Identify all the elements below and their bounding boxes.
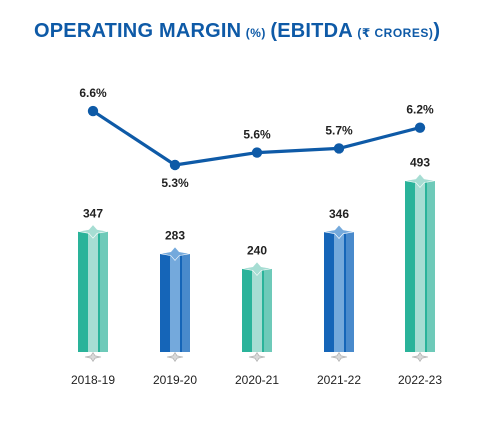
bar-side	[100, 231, 108, 352]
bar-base-star	[330, 352, 348, 362]
margin-line: 6.6% 5.3% 5.6% 5.7% 6.2%	[79, 86, 434, 190]
bar-value-label: 347	[83, 206, 103, 220]
x-tick-label: 2022-23	[398, 373, 442, 387]
bar-cap	[77, 224, 109, 239]
bar-highlight	[170, 253, 180, 352]
x-tick-label: 2019-20	[153, 373, 197, 387]
bar-side	[264, 268, 272, 352]
margin-label-2019-20: 5.3%	[161, 176, 189, 190]
bar-value-label: 493	[410, 156, 430, 170]
title-second-unit: (₹ CRORES)	[357, 26, 434, 40]
bar-base-star	[411, 352, 429, 362]
title-main: OPERATING MARGIN	[34, 20, 242, 42]
bar-base-star	[166, 352, 184, 362]
bar-value-label: 240	[247, 244, 267, 258]
x-tick-label: 2021-22	[317, 373, 361, 387]
bar-cap	[404, 173, 436, 188]
bar-cap	[241, 261, 273, 276]
margin-label-2021-22: 5.7%	[325, 123, 353, 137]
bar-cap	[323, 224, 355, 239]
margin-point-2020-21	[251, 147, 263, 158]
margin-point-2021-22	[333, 143, 345, 154]
bar-cap	[159, 246, 191, 261]
bar-value-label: 346	[329, 207, 349, 221]
bar-2018-19: 347	[77, 206, 109, 362]
x-tick-label: 2020-21	[235, 373, 279, 387]
margin-label-2018-19: 6.6%	[79, 86, 107, 100]
bar-base-star	[248, 352, 266, 362]
bar-2020-21: 240	[241, 244, 273, 362]
bar-value-label: 283	[165, 229, 185, 243]
x-tick-label: 2018-19	[71, 373, 115, 387]
bar-highlight	[88, 231, 98, 352]
margin-point-2018-19	[87, 105, 99, 117]
chart-title: OPERATING MARGIN (%) (EBITDA (₹ CRORES))	[34, 20, 440, 43]
title-second-open: (EBITDA	[270, 20, 353, 42]
bar-highlight	[252, 268, 262, 352]
margin-label-2022-23: 6.2%	[406, 103, 434, 117]
bar-side	[346, 231, 354, 352]
x-axis-labels: 2018-19 2019-20 2020-21 2021-22 2022-23	[71, 373, 442, 387]
bar-2022-23: 493	[404, 156, 436, 362]
title-second-close: )	[433, 20, 441, 42]
bar-2021-22: 346	[323, 207, 355, 362]
bar-side	[427, 180, 435, 352]
bar-side	[182, 253, 190, 352]
margin-point-2022-23	[414, 122, 426, 133]
bar-highlight	[415, 180, 425, 352]
bar-2019-20: 283	[159, 229, 191, 362]
title-main-unit: (%)	[245, 26, 266, 40]
bar-base-star	[84, 352, 102, 362]
bar-highlight	[334, 231, 344, 352]
ebitda-bars: 347 283 240 346 493	[77, 156, 436, 362]
margin-label-2020-21: 5.6%	[243, 128, 271, 142]
margin-point-2019-20	[169, 159, 181, 171]
